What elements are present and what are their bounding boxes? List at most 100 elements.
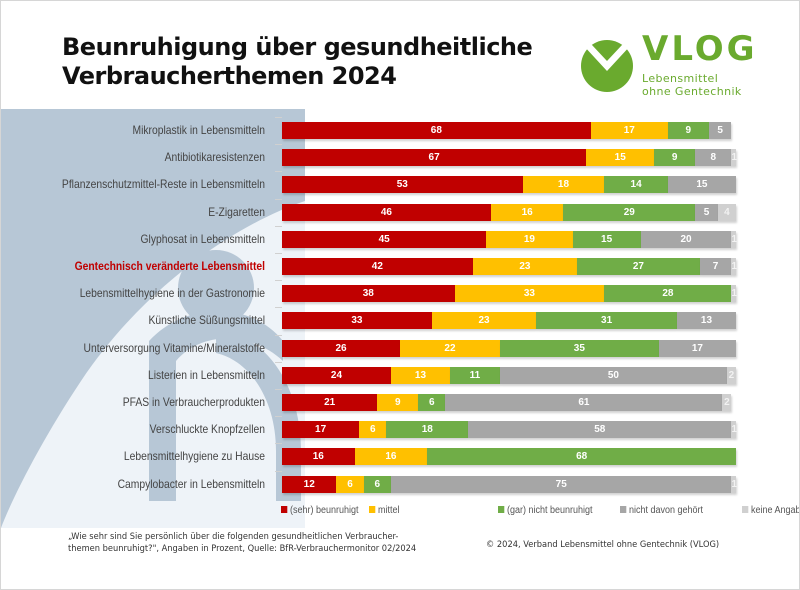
category-label: Gentechnisch veränderte Lebensmittel — [74, 259, 265, 273]
data-label: 2 — [728, 370, 735, 381]
bar-segment — [282, 231, 487, 248]
data-label: 68 — [430, 125, 442, 136]
logo-subtitle-line-2: ohne Gentechnik — [642, 85, 742, 98]
bar-segment — [449, 367, 500, 384]
legend-label: mittel — [378, 505, 400, 516]
bar-segment — [499, 340, 659, 357]
footnote-line-2: themen beunruhigt?", Angaben in Prozent,… — [68, 544, 417, 554]
bar-segment — [468, 421, 732, 438]
bar-segment — [282, 204, 491, 221]
axis-tick — [275, 253, 282, 254]
data-label: 35 — [573, 343, 585, 354]
bar-segment — [486, 231, 573, 248]
data-label: 20 — [680, 234, 692, 245]
legend-label: keine Angabe — [751, 505, 799, 516]
logo-wordmark: VLOG — [642, 29, 758, 69]
data-label: 1 — [731, 234, 738, 245]
data-label: 23 — [478, 315, 490, 326]
legend-swatch — [498, 506, 505, 513]
axis-tick — [275, 335, 282, 336]
bar-segment — [282, 476, 337, 493]
bar-segment — [726, 367, 736, 384]
axis-tick — [275, 389, 282, 390]
legend-swatch — [281, 506, 288, 513]
data-label: 2 — [724, 397, 730, 408]
data-label: 38 — [362, 288, 374, 299]
data-label: 1 — [731, 479, 738, 490]
bar-segment — [282, 285, 455, 302]
data-label: 26 — [335, 343, 347, 354]
bar-segment — [590, 122, 668, 139]
data-label: 5 — [717, 125, 723, 136]
data-label: 5 — [703, 207, 710, 218]
data-label: 42 — [371, 261, 383, 272]
bar-segment — [282, 149, 587, 166]
category-label: Unterversorgung Vitamine/Mineralstoffe — [83, 341, 265, 355]
bar-segment — [282, 421, 360, 438]
data-label: 16 — [312, 451, 324, 462]
data-label: 17 — [623, 125, 635, 136]
category-label: Lebensmittelhygiene zu Hause — [123, 449, 265, 463]
data-label: 14 — [630, 179, 642, 190]
bar-segment — [282, 340, 401, 357]
data-label: 16 — [521, 207, 533, 218]
data-label: 23 — [519, 261, 531, 272]
bar-segment — [445, 394, 723, 411]
title-line-1: Beunruhigung über gesundheitliche — [62, 33, 533, 61]
legend-item: nicht davon gehört — [620, 505, 703, 516]
bar-segment — [640, 231, 732, 248]
axis-tick — [275, 117, 282, 118]
logo-subtitle: Lebensmittel ohne Gentechnik — [642, 72, 742, 98]
data-label: 29 — [623, 207, 635, 218]
data-label: 4 — [724, 207, 730, 218]
data-label: 8 — [710, 152, 717, 163]
axis-tick — [275, 199, 282, 200]
axis-tick — [275, 280, 282, 281]
axis-tick — [275, 307, 282, 308]
bar-segment — [454, 285, 605, 302]
bar-segment — [667, 176, 736, 193]
category-label: Verschluckte Knopfzellen — [149, 422, 265, 436]
legend-item: mittel — [369, 505, 400, 516]
data-label: 18 — [421, 424, 433, 435]
data-label: 17 — [691, 343, 703, 354]
title-line-2: Verbraucherthemen 2024 — [62, 62, 397, 90]
legend-item: keine Angabe — [742, 505, 799, 516]
bar-segment — [731, 285, 736, 302]
category-label: Campylobacter in Lebensmitteln — [117, 477, 265, 491]
data-label: 68 — [576, 451, 588, 462]
bar-segment — [695, 204, 718, 221]
data-label: 75 — [555, 479, 567, 490]
bar-segment — [536, 312, 677, 329]
axis-tick — [275, 171, 282, 172]
bar-segment — [499, 367, 727, 384]
data-label: 6 — [374, 479, 381, 490]
bar-segment — [695, 149, 732, 166]
bar-segment — [282, 312, 432, 329]
data-label: 12 — [303, 479, 315, 490]
checkmark-icon — [581, 40, 633, 92]
category-label: Lebensmittelhygiene in der Gastronomie — [79, 286, 265, 300]
axis-tick — [275, 362, 282, 363]
chart-title: Beunruhigung über gesundheitliche Verbra… — [62, 33, 533, 91]
bar-segment — [359, 421, 387, 438]
bar-segment — [400, 340, 500, 357]
copyright-notice: © 2024, Verband Lebensmittel ohne Gentec… — [486, 540, 720, 550]
background-arc-shape — [1, 109, 305, 528]
data-label: 21 — [324, 397, 336, 408]
bar-segment — [386, 421, 469, 438]
data-label: 6 — [429, 397, 435, 408]
data-label: 27 — [632, 261, 644, 272]
bar-segment — [604, 176, 668, 193]
bar-segment — [731, 476, 736, 493]
bar-segment — [377, 394, 419, 411]
data-label: 15 — [601, 234, 613, 245]
data-label: 67 — [428, 152, 440, 163]
data-label: 24 — [330, 370, 343, 381]
data-label: 61 — [578, 397, 590, 408]
bar-segment — [676, 312, 736, 329]
data-label: 19 — [523, 234, 535, 245]
data-label: 33 — [523, 288, 535, 299]
bar-segment — [708, 122, 732, 139]
